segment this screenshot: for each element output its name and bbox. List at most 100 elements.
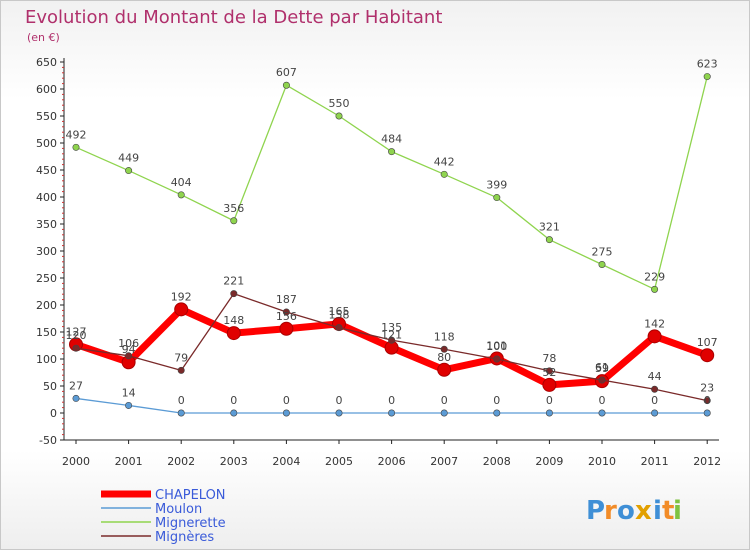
- data-point: [72, 143, 80, 151]
- data-label: 118: [434, 330, 455, 343]
- data-label: 221: [223, 275, 244, 288]
- data-point: [125, 352, 133, 360]
- data-label: 0: [230, 394, 237, 407]
- x-tick-label: 2005: [325, 455, 353, 468]
- y-tick-label: 450: [36, 164, 57, 177]
- data-point: [545, 367, 553, 375]
- data-label: 0: [336, 394, 343, 407]
- y-tick-label: 500: [36, 137, 57, 150]
- chart-title: Evolution du Montant de la Dette par Hab…: [25, 7, 442, 28]
- data-point: [388, 336, 396, 344]
- logo-letter: P: [586, 496, 605, 526]
- data-point: [598, 376, 606, 384]
- data-label: 399: [486, 179, 507, 192]
- x-tick-label: 2000: [62, 455, 90, 468]
- x-tick-label: 2009: [535, 455, 563, 468]
- x-tick-label: 2001: [115, 455, 143, 468]
- data-point: [703, 409, 711, 417]
- y-tick-label: 50: [43, 380, 57, 393]
- data-point: [177, 409, 185, 417]
- axes: -50 0 50 100 150 200 250 300 350 400 450 500 550 600 6…: [36, 56, 721, 468]
- data-label: 80: [437, 351, 451, 364]
- data-label: 229: [644, 270, 665, 283]
- data-label: 79: [174, 351, 188, 364]
- data-label: 607: [276, 66, 297, 79]
- data-label: 156: [276, 310, 297, 323]
- logo-letter: o: [617, 496, 635, 526]
- data-label: 120: [66, 329, 87, 342]
- data-point: [700, 348, 715, 363]
- x-tick-label: 2010: [588, 455, 616, 468]
- logo-letter: x: [635, 496, 652, 526]
- data-label: 14: [122, 386, 136, 399]
- data-point: [174, 302, 189, 317]
- data-label: 623: [697, 58, 718, 71]
- data-label: 148: [223, 314, 244, 327]
- data-point: [598, 260, 606, 268]
- data-point: [388, 409, 396, 417]
- data-label: 187: [276, 293, 297, 306]
- y-tick-label: 650: [36, 56, 57, 69]
- data-label: 27: [69, 379, 83, 392]
- data-label: 59: [595, 362, 609, 375]
- logo-letter: i: [653, 496, 662, 526]
- logo-letter: i: [673, 496, 682, 526]
- data-point: [440, 409, 448, 417]
- legend-label: Mignères: [155, 530, 214, 545]
- data-label: 492: [66, 128, 87, 141]
- y-tick-label: -50: [39, 434, 57, 447]
- data-point: [282, 81, 290, 89]
- data-label: 106: [118, 337, 139, 350]
- data-label: 0: [651, 394, 658, 407]
- y-tick-label: 150: [36, 326, 57, 339]
- data-label: 321: [539, 221, 560, 234]
- data-point: [125, 167, 133, 175]
- data-point: [226, 326, 241, 341]
- data-point: [282, 409, 290, 417]
- data-label: 61: [595, 361, 609, 374]
- data-point: [125, 401, 133, 409]
- data-label: 0: [283, 394, 290, 407]
- data-label: 44: [648, 370, 662, 383]
- data-point: [230, 290, 238, 298]
- data-point: [545, 236, 553, 244]
- data-point: [703, 397, 711, 405]
- data-point: [703, 73, 711, 81]
- data-point: [230, 217, 238, 225]
- x-tick-label: 2006: [378, 455, 406, 468]
- data-label: 442: [434, 155, 455, 168]
- data-point: [177, 191, 185, 199]
- data-point: [493, 355, 501, 363]
- data-label: 158: [329, 309, 350, 322]
- y-tick-label: 200: [36, 299, 57, 312]
- data-label: 101: [486, 339, 507, 352]
- data-label: 0: [441, 394, 448, 407]
- data-label: 107: [697, 336, 718, 349]
- data-point: [493, 194, 501, 202]
- data-label: 100: [486, 340, 507, 353]
- logo-letter: t: [662, 496, 674, 526]
- y-tick-label: 550: [36, 110, 57, 123]
- data-label: 550: [329, 97, 350, 110]
- data-point: [598, 409, 606, 417]
- y-tick-label: 0: [50, 407, 57, 420]
- x-tick-label: 2002: [167, 455, 195, 468]
- data-point: [651, 385, 659, 393]
- y-tick-label: 400: [36, 191, 57, 204]
- data-label: 484: [381, 133, 402, 146]
- data-point: [388, 148, 396, 156]
- x-tick-label: 2004: [272, 455, 300, 468]
- data-point: [282, 308, 290, 316]
- data-label: 78: [542, 352, 556, 365]
- data-point: [437, 362, 452, 377]
- data-point: [440, 345, 448, 353]
- data-label: 0: [599, 394, 606, 407]
- legend-label: Moulon: [155, 502, 202, 517]
- data-point: [651, 285, 659, 293]
- data-label: 165: [329, 305, 350, 318]
- data-labels: 127 94 192 148 156 165 121 80 101 52 59 142 107 492 44…: [66, 58, 718, 407]
- data-label: 192: [171, 290, 192, 303]
- data-point: [72, 394, 80, 402]
